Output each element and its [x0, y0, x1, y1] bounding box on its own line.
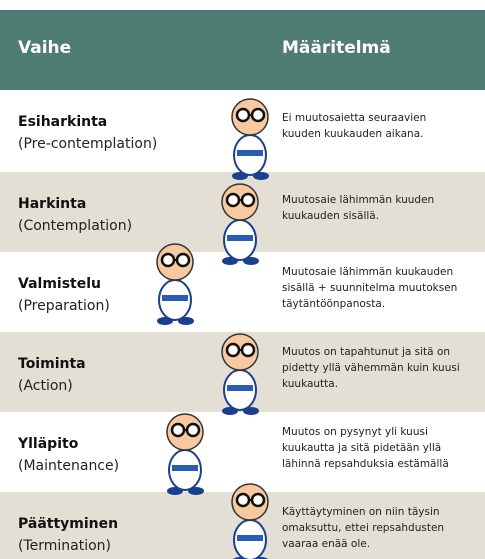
- definition-line: kuukautta ja sitä pidetään yllä: [282, 442, 442, 454]
- definition-line: Muutosaie lähimmän kuuden: [282, 194, 435, 206]
- definition-line: kuukauden sisällä.: [282, 210, 380, 222]
- header-cell: Vaihe: [18, 38, 72, 58]
- cartoon-figure: [231, 98, 269, 180]
- stage-name: Päättyminen: [18, 516, 119, 532]
- cartoon-figure: [166, 413, 204, 495]
- definition-line: Muutos on pysynyt yli kuusi: [282, 426, 428, 438]
- cartoon-figure: [231, 483, 269, 559]
- stage-english: (Pre-contemplation): [18, 136, 158, 152]
- stage-name: Harkinta: [18, 196, 87, 212]
- definition: Käyttäytyminen on niin täysin omaksuttu, …: [282, 504, 444, 552]
- definition-line: pidetty yllä vähemmän kuin kuusi: [282, 362, 460, 374]
- definition-line: omaksuttu, ettei repsahdusten: [282, 522, 445, 534]
- table-header: Vaihe Määritelmä: [0, 10, 485, 90]
- stage-english: (Maintenance): [18, 458, 120, 474]
- definition: Ei muutosaietta seuraavien kuuden kuukaud…: [282, 110, 426, 142]
- definition-line: vaaraa enää ole.: [282, 538, 371, 550]
- definition: Muutosaie lähimmän kuuden kuukauden sisäl…: [282, 192, 434, 224]
- stage-english: (Contemplation): [18, 218, 133, 234]
- definition-line: Käyttäytyminen on niin täysin: [282, 506, 440, 518]
- definition-line: kuukautta.: [282, 378, 339, 390]
- definition-line: lähinnä repsahduksia estämällä: [282, 458, 449, 470]
- definition-line: kuuden kuukauden aikana.: [282, 128, 424, 140]
- cartoon-figure: [156, 243, 194, 325]
- definition-line: sisällä + suunnitelma muutoksen: [282, 282, 458, 294]
- stage-name: Valmistelu: [18, 276, 101, 292]
- definition: Muutos on pysynyt yli kuusi kuukautta ja …: [282, 424, 449, 472]
- definition-line: Muutos on tapahtunut ja sitä on: [282, 346, 451, 358]
- stage-english: (Preparation): [18, 298, 110, 314]
- definition-line: täytäntöönpanosta.: [282, 298, 386, 310]
- header-cell: Määritelmä: [282, 38, 391, 58]
- stage-english: (Action): [18, 378, 73, 394]
- table-row: Esiharkinta (Pre-contemplation) Ei muutosa…: [0, 90, 485, 172]
- definition-line: Ei muutosaietta seuraavien: [282, 112, 427, 124]
- stage-name: Esiharkinta: [18, 114, 108, 130]
- definition-line: Muutosaie lähimmän kuukauden: [282, 266, 454, 278]
- stage-name: Ylläpito: [18, 436, 79, 452]
- cartoon-figure: [221, 183, 259, 265]
- stage-name: Toiminta: [18, 356, 86, 372]
- definition: Muutos on tapahtunut ja sitä on pidetty y…: [282, 344, 460, 392]
- stage-english: (Termination): [18, 538, 112, 554]
- table-row: Ylläpito (Maintenance) Muutos on pysynyt y…: [0, 412, 485, 492]
- definition: Muutosaie lähimmän kuukauden sisällä + su…: [282, 264, 457, 312]
- cartoon-figure: [221, 333, 259, 415]
- table-row: Valmistelu (Preparation) Muutosaie lähimmä…: [0, 252, 485, 332]
